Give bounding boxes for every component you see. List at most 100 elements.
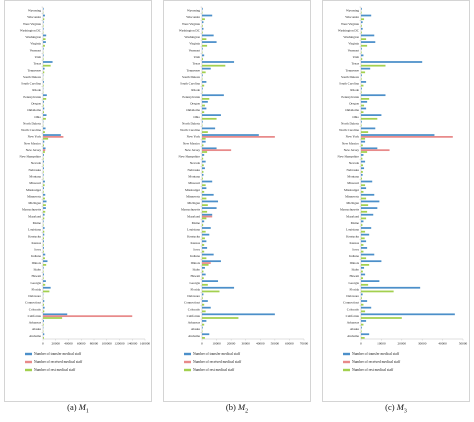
y-tick-label: Alabama	[347, 334, 359, 338]
bar-rest	[43, 131, 45, 133]
y-tick-label: Utah	[353, 55, 360, 59]
y-tick-label: Georgia	[348, 281, 359, 285]
y-tick-label: South Carolina	[180, 82, 200, 86]
y-tick-label: New Hampshire	[178, 155, 200, 159]
bar-transfer	[202, 253, 214, 256]
bar-rest	[361, 244, 364, 246]
x-tick-label: 120000	[114, 342, 124, 346]
y-tick-label: Illinois	[191, 261, 201, 265]
bar-transfer	[43, 193, 46, 196]
y-tick-label: Virginia	[189, 42, 200, 46]
bar-rest	[43, 224, 44, 226]
bar-rest	[43, 184, 45, 187]
bar-transfer	[361, 207, 378, 209]
bar-transfer	[361, 180, 373, 183]
y-tick-label: New York	[346, 135, 360, 139]
bar-transfer	[43, 207, 46, 209]
bar-rest	[202, 277, 204, 280]
y-tick-label: Louisiana	[28, 228, 42, 232]
bar-transfer	[202, 74, 203, 77]
x-tick-label: 60000	[285, 342, 294, 346]
bar-transfer	[202, 180, 213, 183]
bar-transfer	[202, 227, 211, 229]
y-tick-label: Oklahoma	[186, 108, 200, 112]
y-tick-label: Connecticut	[184, 301, 200, 305]
bar-transfer	[361, 333, 370, 336]
bar-rest	[202, 144, 204, 147]
y-tick-label: Arkansas	[29, 321, 42, 325]
bar-rest	[361, 317, 402, 319]
bar-transfer	[202, 140, 206, 143]
bar-transfer	[43, 27, 44, 30]
bar-rest	[202, 297, 203, 299]
bar-transfer	[361, 147, 378, 150]
bar-rest	[202, 151, 208, 153]
bar-transfer	[361, 74, 362, 77]
y-tick-label: South Dakota	[23, 75, 42, 79]
bar-rest	[43, 237, 44, 240]
y-tick-label: Idaho	[192, 267, 200, 271]
bar-rest	[43, 277, 44, 280]
y-tick-label: Pennsylvania	[182, 95, 200, 99]
bar-rest	[43, 197, 45, 200]
bar-transfer	[361, 280, 380, 282]
x-tick-label: 30000	[241, 342, 250, 346]
x-tick-label: 30000	[418, 342, 427, 346]
x-tick-label: 10000	[377, 342, 386, 346]
y-tick-label: Pennsylvania	[341, 95, 359, 99]
bar-transfer	[361, 200, 380, 203]
y-tick-label: Nebraska	[29, 168, 42, 172]
y-tick-label: Montana	[188, 175, 200, 179]
y-tick-label: Oregon	[190, 101, 200, 105]
bar-transfer	[202, 160, 206, 163]
y-tick-label: North Dakota	[23, 121, 42, 125]
y-tick-label: Texas	[351, 62, 359, 66]
y-tick-label: Kansas	[349, 241, 359, 245]
y-tick-label: West Virginia	[341, 22, 360, 26]
bar-rest	[361, 131, 369, 133]
bar-rest	[361, 337, 365, 339]
y-tick-label: Michigan	[187, 201, 200, 205]
bar-transfer	[361, 286, 421, 289]
y-tick-label: Florida	[349, 287, 359, 291]
y-tick-label: Missouri	[347, 181, 359, 185]
y-tick-label: Pennsylvania	[23, 95, 41, 99]
bar-rest	[202, 230, 206, 233]
bar-transfer	[202, 280, 219, 282]
y-tick-label: Oregon	[31, 101, 41, 105]
x-tick-label: 40000	[256, 342, 265, 346]
y-tick-label: Nevada	[31, 161, 42, 165]
bar-rest	[361, 151, 368, 153]
y-tick-label: Utah	[194, 55, 201, 59]
y-tick-label: Idaho	[351, 267, 359, 271]
bar-transfer	[43, 333, 45, 336]
legend-label-transfer: Number of transfer medical staff	[193, 352, 241, 356]
bar-transfer	[43, 107, 45, 110]
bar-rest	[202, 111, 205, 114]
y-tick-label: Ohio	[34, 115, 41, 119]
bar-rest	[361, 111, 364, 114]
bar-rest	[43, 323, 44, 326]
y-tick-label: Ohio	[193, 115, 200, 119]
bar-rest	[43, 257, 45, 260]
bar-transfer	[202, 313, 275, 316]
y-tick-label: Rhode	[350, 88, 359, 92]
bar-rest	[202, 264, 209, 266]
bar-rest	[361, 323, 364, 326]
bar-transfer	[202, 260, 221, 263]
bar-rest	[202, 310, 206, 313]
bar-rest	[361, 204, 369, 206]
y-tick-label: Mississippi	[344, 188, 359, 192]
bar-transfer	[43, 160, 44, 163]
bar-transfer	[202, 220, 205, 223]
bar-rest	[43, 217, 45, 220]
y-tick-label: Iowa	[34, 248, 41, 252]
legend-label-received: Number of received medical staff	[34, 360, 83, 364]
bar-transfer	[43, 286, 51, 289]
bar-transfer	[361, 114, 382, 116]
bar-transfer	[43, 140, 45, 143]
bar-transfer	[202, 47, 203, 50]
bar-rest	[202, 184, 206, 187]
x-tick-label: 10000	[212, 342, 221, 346]
bar-rest	[202, 323, 205, 326]
